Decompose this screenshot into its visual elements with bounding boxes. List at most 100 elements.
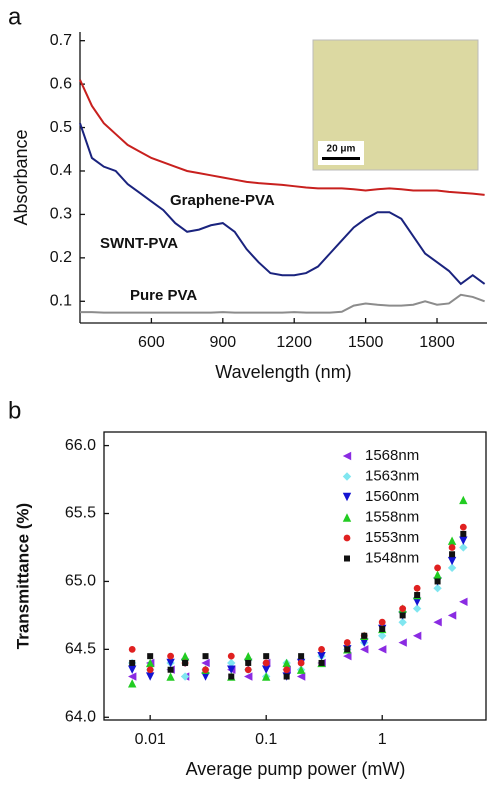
marker: [283, 666, 291, 674]
marker: [244, 672, 253, 681]
marker: [128, 645, 136, 653]
marker: [433, 584, 442, 593]
x-axis-title: Wavelength (nm): [215, 362, 351, 382]
y-axis-title: Absorbance: [11, 129, 31, 225]
marker: [414, 592, 421, 599]
marker: [412, 631, 422, 640]
marker: [433, 570, 442, 579]
marker: [127, 665, 137, 674]
marker: [127, 672, 137, 681]
marker: [261, 672, 271, 681]
inset-photo: 20 μm: [312, 39, 479, 171]
marker: [147, 653, 154, 660]
legend-marker: [342, 492, 352, 502]
marker: [245, 659, 252, 666]
marker: [180, 651, 190, 661]
legend-marker: [342, 451, 352, 461]
marker: [146, 666, 154, 674]
scale-bar-box: [318, 141, 364, 165]
marker: [317, 651, 326, 661]
marker: [244, 666, 252, 674]
marker: [296, 665, 306, 674]
marker: [361, 632, 368, 639]
x-tick-label: 1800: [419, 334, 455, 351]
marker: [412, 604, 422, 613]
legend-label: 1568nm: [365, 447, 419, 464]
marker: [296, 672, 306, 681]
series-label: SWNT-PVA: [100, 235, 178, 252]
marker: [433, 617, 442, 627]
x-tick-label: 1200: [276, 334, 312, 351]
marker: [201, 658, 210, 668]
marker: [145, 658, 155, 668]
marker: [227, 658, 236, 668]
marker: [447, 536, 457, 545]
line-series: [79, 79, 485, 196]
marker: [182, 659, 189, 666]
marker: [398, 617, 407, 627]
series-label: Graphene-PVA: [170, 192, 275, 209]
scale-label: 20 μm: [327, 144, 356, 155]
marker: [459, 597, 468, 607]
marker: [413, 584, 421, 592]
legend-marker: [344, 555, 350, 562]
marker: [297, 659, 305, 667]
y-tick-label: 66.0: [65, 437, 96, 454]
marker: [447, 611, 457, 620]
marker: [202, 666, 209, 674]
marker: [434, 578, 441, 585]
x-tick-label: 0.1: [255, 731, 277, 748]
marker: [166, 672, 175, 681]
y-tick-label: 0.6: [50, 75, 72, 92]
legend-label: 1560nm: [365, 488, 419, 505]
y-tick-label: 65.0: [65, 573, 96, 590]
marker: [244, 651, 253, 661]
marker: [447, 556, 457, 566]
marker: [166, 658, 175, 668]
marker: [378, 631, 387, 640]
marker: [448, 544, 456, 551]
x-tick-label: 1500: [348, 334, 384, 351]
x-axis-title: Average pump power (mW): [186, 759, 406, 779]
marker: [145, 672, 155, 681]
x-tick-label: 900: [209, 334, 236, 351]
panel-label: b: [8, 397, 21, 424]
x-tick-label: 1: [378, 731, 387, 748]
marker: [318, 659, 325, 666]
marker: [127, 679, 137, 688]
marker: [167, 652, 175, 660]
panel-label: a: [8, 3, 22, 30]
legend-label: 1548nm: [365, 549, 419, 566]
marker: [412, 597, 422, 607]
marker: [202, 653, 209, 660]
x-tick-label: 0.01: [135, 731, 166, 748]
marker: [318, 645, 325, 653]
marker: [460, 530, 467, 537]
marker: [283, 673, 290, 680]
marker: [399, 605, 407, 613]
y-tick-label: 0.7: [50, 32, 72, 49]
marker: [398, 638, 407, 647]
marker: [201, 672, 210, 681]
marker: [282, 658, 291, 668]
legend-marker: [342, 472, 352, 481]
marker: [360, 638, 369, 647]
y-tick-label: 0.1: [50, 293, 72, 310]
marker: [227, 652, 235, 660]
line-series: [79, 122, 486, 286]
legend-label: 1558nm: [365, 508, 419, 525]
marker: [434, 564, 441, 572]
y-tick-label: 64.0: [65, 709, 96, 726]
legend-marker: [343, 534, 351, 542]
y-tick-label: 0.2: [50, 249, 72, 266]
marker: [360, 645, 369, 654]
y-tick-label: 0.5: [50, 119, 72, 136]
x-tick-label: 600: [138, 334, 165, 351]
marker: [167, 666, 174, 673]
marker: [344, 646, 351, 653]
marker: [459, 495, 468, 505]
series-label: Pure PVA: [130, 287, 197, 304]
y-tick-label: 0.3: [50, 206, 72, 223]
marker: [343, 639, 351, 646]
marker: [262, 659, 270, 667]
